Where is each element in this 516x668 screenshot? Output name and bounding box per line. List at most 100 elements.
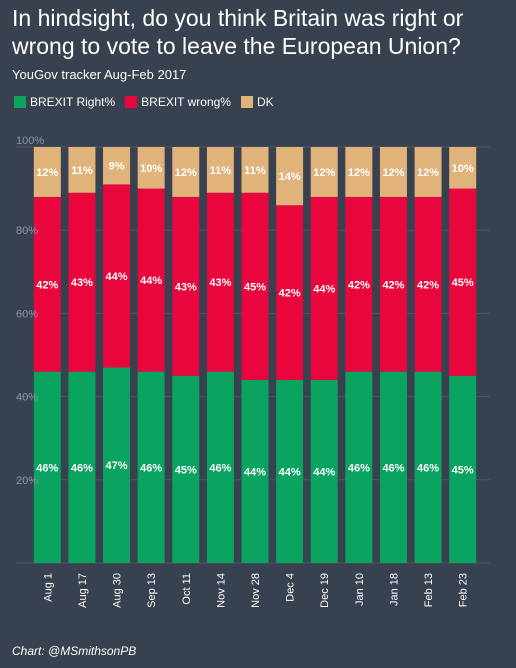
bar-segment [449, 375, 477, 563]
data-label: 11% [71, 165, 93, 177]
data-label: 46% [417, 462, 439, 474]
data-label: 44% [140, 275, 162, 287]
bar-segment [345, 371, 373, 563]
bar-segment [379, 196, 407, 372]
data-label: 10% [452, 163, 474, 175]
data-label: 12% [36, 167, 58, 179]
x-tick-label: Nov 28 [250, 573, 262, 608]
data-label: 42% [348, 279, 370, 291]
bar-segment [345, 147, 373, 197]
data-label: 43% [71, 277, 93, 289]
bar-segment [172, 375, 200, 563]
bar-segment [103, 367, 131, 563]
bar-segment [276, 379, 304, 563]
y-tick-label: 100% [16, 135, 44, 147]
data-label: 43% [209, 277, 231, 289]
legend-swatch-right [14, 96, 26, 108]
x-tick-label: Aug 17 [77, 573, 89, 608]
bar-segment [241, 379, 269, 563]
legend-item-wrong: BREXIT wrong% [125, 95, 231, 109]
data-label: 44% [279, 466, 301, 478]
data-label: 42% [417, 279, 439, 291]
x-tick-label: Jan 10 [354, 573, 366, 606]
bar-segment [379, 371, 407, 563]
bar-segment [103, 184, 131, 368]
data-label: 46% [71, 462, 93, 474]
data-label: 11% [244, 165, 266, 177]
legend-label-right: BREXIT Right% [30, 95, 116, 109]
data-label: 45% [175, 464, 197, 476]
data-label: 47% [106, 460, 128, 472]
data-label: 42% [382, 279, 404, 291]
x-tick-label: Aug 1 [42, 573, 54, 602]
x-tick-label: Dec 19 [319, 573, 331, 608]
data-label: 46% [348, 462, 370, 474]
legend: BREXIT Right% BREXIT wrong% DK [14, 95, 274, 109]
x-tick-label: Feb 13 [423, 573, 435, 607]
y-tick-label: 80% [16, 225, 38, 237]
data-label: 14% [279, 171, 301, 183]
bar-segment [137, 147, 165, 189]
chart-subtitle: YouGov tracker Aug-Feb 2017 [12, 67, 187, 82]
bar-segment [172, 196, 200, 376]
bar-segment [345, 196, 373, 372]
data-label: 42% [36, 279, 58, 291]
bar-segment [33, 196, 61, 372]
x-tick-label: Dec 4 [285, 573, 297, 602]
data-label: 46% [36, 462, 58, 474]
bar-segment [414, 147, 442, 197]
bar-segment [379, 147, 407, 197]
chart-title: In hindsight, do you think Britain was r… [12, 5, 464, 59]
bar-segment [137, 188, 165, 372]
data-label: 9% [109, 161, 125, 173]
data-label: 46% [140, 462, 162, 474]
data-label: 46% [209, 462, 231, 474]
x-tick-label: Jan 18 [388, 573, 400, 606]
data-label: 44% [244, 466, 266, 478]
data-label: 46% [382, 462, 404, 474]
bar-segment [172, 147, 200, 197]
bar-segment [449, 147, 477, 189]
data-label: 10% [140, 163, 162, 175]
data-label: 44% [313, 283, 335, 295]
x-tick-label: Feb 23 [458, 573, 470, 607]
legend-label-dk: DK [256, 95, 274, 109]
bar-segment [310, 196, 338, 380]
bar-segment [414, 371, 442, 563]
bar-segment [276, 205, 304, 380]
x-tick-label: Aug 30 [112, 573, 124, 608]
bar-segment [310, 147, 338, 197]
data-label: 11% [210, 165, 232, 177]
data-label: 45% [452, 464, 474, 476]
data-label: 45% [452, 277, 474, 289]
data-label: 12% [175, 167, 197, 179]
bar-segment [33, 147, 61, 197]
legend-label-wrong: BREXIT wrong% [141, 95, 231, 109]
data-label: 12% [417, 167, 439, 179]
data-label: 12% [313, 167, 335, 179]
legend-item-dk: DK [240, 95, 274, 109]
bar-segment [241, 147, 269, 193]
bar-segment [241, 192, 269, 380]
data-label: 12% [382, 167, 404, 179]
bar-segment [310, 379, 338, 563]
bar-segment [206, 147, 234, 193]
bar-segment [449, 188, 477, 376]
bar-segment [103, 147, 131, 185]
bar-segment [33, 371, 61, 563]
legend-swatch-dk [240, 96, 253, 108]
x-tick-label: Oct 11 [181, 573, 193, 605]
legend-item-right: BREXIT Right% [14, 95, 115, 109]
data-label: 12% [348, 167, 370, 179]
y-tick-label: 60% [16, 308, 38, 320]
data-label: 44% [313, 466, 335, 478]
data-label: 43% [175, 281, 197, 293]
bar-segment [414, 196, 442, 372]
bar-segment [68, 192, 96, 372]
x-tick-label: Sep 13 [146, 573, 158, 608]
bar-segment [68, 147, 96, 193]
bar-segment [276, 147, 304, 206]
data-label: 42% [279, 288, 301, 300]
bar-segment [206, 192, 234, 372]
